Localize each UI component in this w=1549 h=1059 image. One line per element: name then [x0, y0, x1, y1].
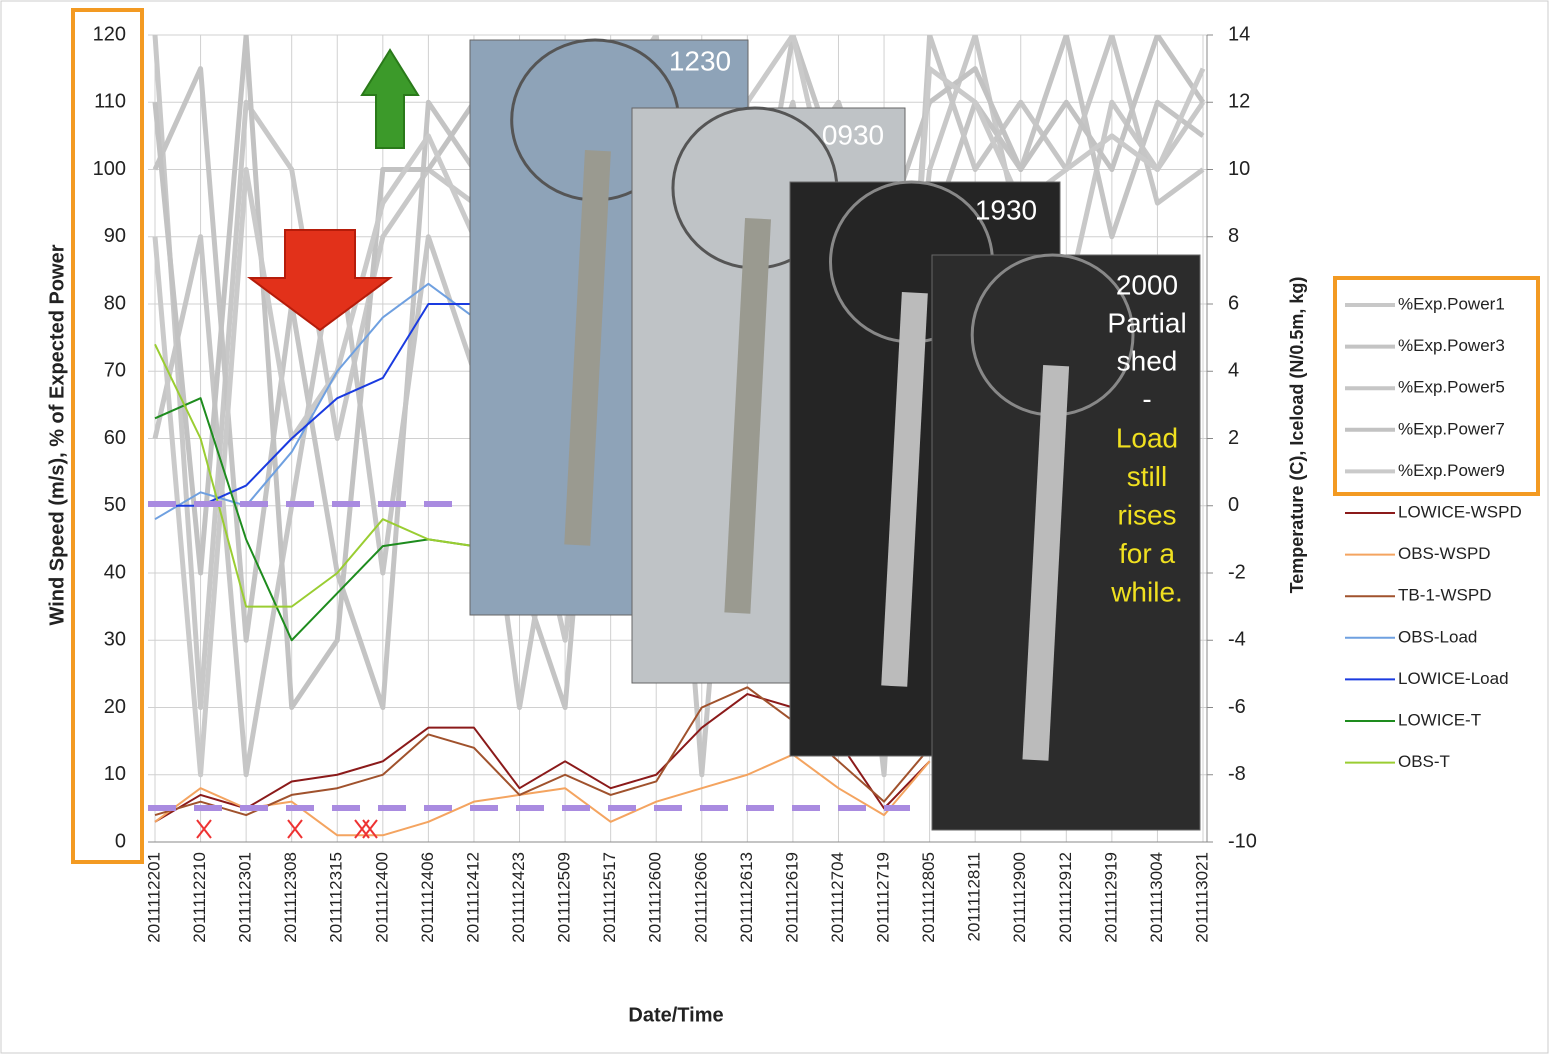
x-tick-label: 2011112308 — [281, 852, 300, 943]
x-tick-label: 2011112719 — [874, 852, 893, 943]
x-tick-label: 2011112301 — [236, 852, 255, 943]
y-tick-label: 30 — [104, 629, 126, 651]
y2-tick-label: -10 — [1228, 830, 1257, 852]
y2-tick-label: -8 — [1228, 763, 1246, 785]
legend-label: LOWICE-WSPD — [1398, 502, 1522, 521]
legend-label: %Exp.Power7 — [1398, 419, 1505, 438]
photo-label: 1230 — [669, 45, 731, 76]
x-tick-label: 2011112315 — [327, 852, 346, 943]
legend-label: %Exp.Power9 — [1398, 461, 1505, 480]
y2-tick-label: 6 — [1228, 292, 1239, 314]
x-tick-label: 2011112805 — [919, 852, 938, 943]
y-tick-label: 10 — [104, 763, 126, 785]
x-tick-label: 2011112606 — [691, 852, 710, 943]
legend-label: %Exp.Power3 — [1398, 336, 1505, 355]
y-tick-label: 40 — [104, 561, 126, 583]
x-tick-label: 2011112919 — [1101, 852, 1120, 943]
x-tick-label: 2011113004 — [1147, 852, 1166, 943]
x-tick-label: 2011112912 — [1056, 852, 1075, 943]
y-axis-title: Wind Speed (m/s), % of Expected Power — [46, 244, 68, 625]
x-tick-label: 2011112412 — [463, 852, 482, 943]
x-tick-label: 2011112201 — [144, 852, 163, 943]
y-tick-label: 80 — [104, 292, 126, 314]
legend-label: LOWICE-Load — [1398, 669, 1509, 688]
y2-tick-label: 2 — [1228, 427, 1239, 449]
y2-tick-label: 10 — [1228, 158, 1250, 180]
photo-note: for a — [1119, 538, 1175, 569]
y-tick-label: 50 — [104, 494, 126, 516]
legend-label: %Exp.Power1 — [1398, 294, 1505, 313]
x-tick-label: 2011112613 — [737, 852, 756, 943]
photo-label: 0930 — [822, 119, 884, 150]
legend-label: %Exp.Power5 — [1398, 378, 1505, 397]
photo-note: still — [1127, 461, 1167, 492]
x-tick-label: 2011112600 — [646, 852, 665, 943]
y-tick-label: 120 — [93, 23, 126, 45]
x-tick-label: 2011112811 — [965, 852, 984, 942]
y-tick-label: 0 — [115, 830, 126, 852]
x-tick-label: 2011112400 — [372, 852, 391, 943]
photo-note: while. — [1110, 576, 1183, 607]
x-tick-label: 2011112619 — [782, 852, 801, 943]
y2-axis-title: Temperature (C), Iceload (N/0.5m, kg) — [1287, 277, 1307, 594]
legend-label: OBS-Load — [1398, 627, 1477, 646]
photo-label: - — [1142, 383, 1151, 414]
y2-tick-label: 12 — [1228, 91, 1250, 113]
photo-note: Load — [1116, 422, 1178, 453]
photo-label: shed — [1117, 345, 1178, 376]
x-tick-label: 2011112517 — [600, 852, 619, 943]
x-axis-title: Date/Time — [628, 1004, 723, 1026]
y2-tick-label: 4 — [1228, 360, 1239, 382]
photo-label: 2000 — [1116, 269, 1178, 300]
chart: 0102030405060708090100110120-10-8-6-4-20… — [0, 0, 1549, 1054]
y-tick-label: 100 — [93, 158, 126, 180]
y-tick-label: 90 — [104, 225, 126, 247]
legend-label: OBS-WSPD — [1398, 544, 1491, 563]
x-tick-label: 2011112509 — [555, 852, 574, 943]
x-tick-label: 2011113021 — [1192, 852, 1211, 943]
y2-tick-label: -4 — [1228, 629, 1246, 651]
y2-tick-label: 14 — [1228, 23, 1250, 45]
y-tick-label: 20 — [104, 696, 126, 718]
y2-tick-label: 0 — [1228, 494, 1239, 516]
x-tick-label: 2011112210 — [190, 852, 209, 943]
legend-label: OBS-T — [1398, 752, 1450, 771]
x-tick-label: 2011112704 — [828, 852, 847, 943]
y2-tick-label: -2 — [1228, 561, 1246, 583]
x-tick-label: 2011112406 — [418, 852, 437, 943]
photo-note: rises — [1117, 499, 1176, 530]
y-tick-label: 60 — [104, 427, 126, 449]
photo-label: Partial — [1107, 307, 1186, 338]
legend-label: TB-1-WSPD — [1398, 586, 1492, 605]
photo-label: 1930 — [975, 194, 1037, 225]
y-tick-label: 110 — [94, 91, 126, 113]
legend-label: LOWICE-T — [1398, 710, 1481, 729]
x-tick-label: 2011112900 — [1010, 852, 1029, 943]
y2-tick-label: -6 — [1228, 696, 1246, 718]
y2-tick-label: 8 — [1228, 225, 1239, 247]
x-tick-label: 2011112423 — [509, 852, 528, 943]
y-tick-label: 70 — [104, 360, 126, 382]
